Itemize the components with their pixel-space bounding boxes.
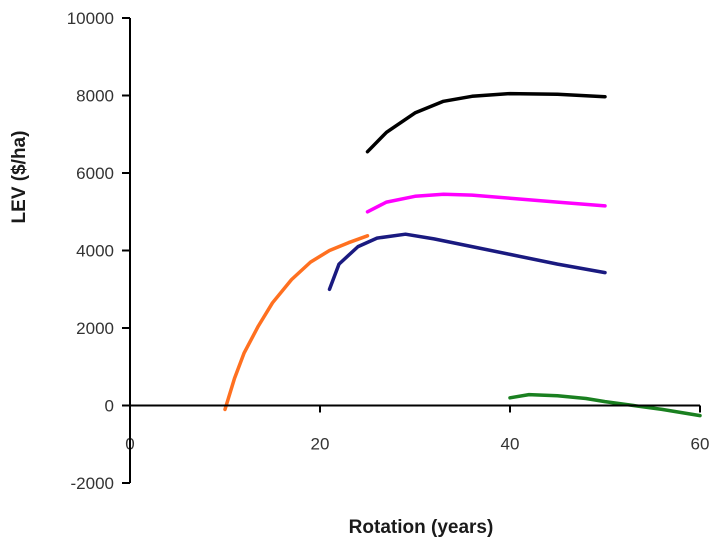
y-tick-label: 4000 <box>76 242 114 261</box>
y-tick-label: 8000 <box>76 87 114 106</box>
series-line-2 <box>365 192 607 214</box>
series-line-3 <box>327 232 607 292</box>
y-axis-ticks: 10000 8000 6000 4000 2000 0 -2000 <box>67 9 130 493</box>
series-line-5 <box>508 392 702 418</box>
x-tick-label: 40 <box>501 435 520 454</box>
y-tick-label: 0 <box>105 397 114 416</box>
y-tick-label: -2000 <box>71 474 114 493</box>
y-tick-label: 10000 <box>67 9 114 28</box>
x-axis-title: Rotation (years) <box>349 517 494 538</box>
series-line-4 <box>223 234 370 412</box>
x-tick-label: 20 <box>311 435 330 454</box>
series-line-1 <box>365 91 607 154</box>
x-tick-label: 60 <box>691 435 710 454</box>
y-tick-label: 2000 <box>76 319 114 338</box>
y-tick-label: 6000 <box>76 164 114 183</box>
y-axis-title: LEV ($/ha) <box>9 131 30 224</box>
series-layer <box>223 91 702 418</box>
